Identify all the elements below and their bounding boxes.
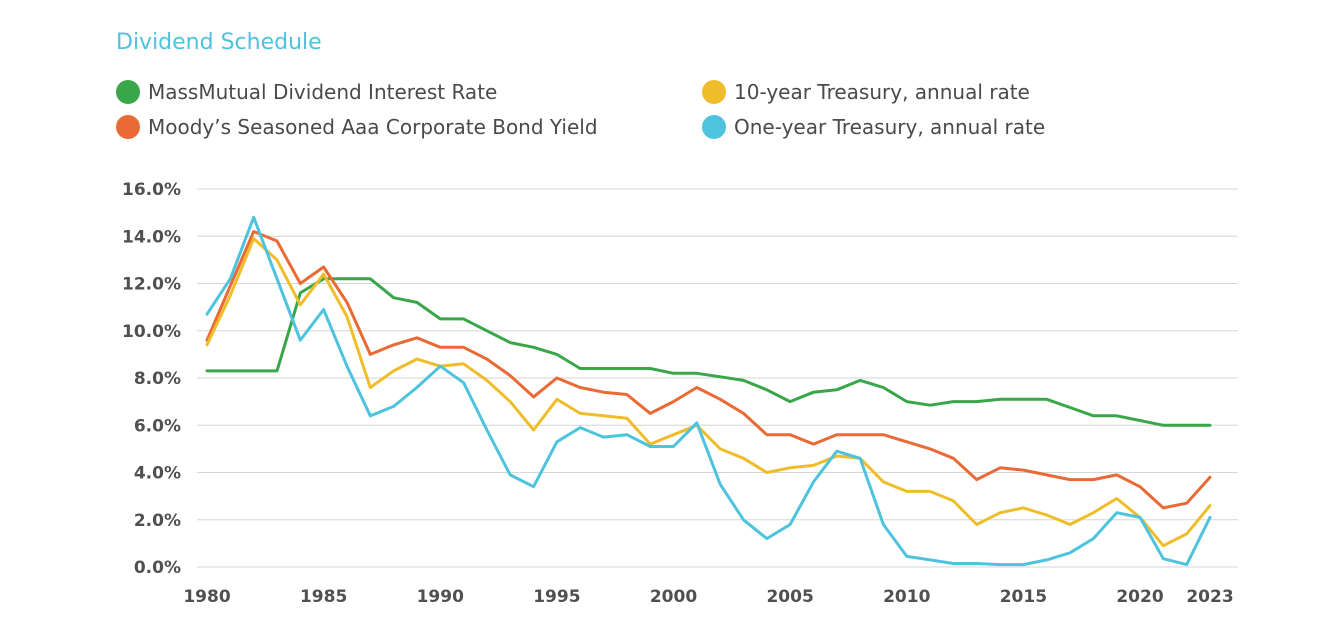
x-tick-label: 1995 <box>533 587 580 607</box>
legend-item-moodys: Moody’s Seasoned Aaa Corporate Bond Yiel… <box>116 115 598 139</box>
y-tick-label: 8.0% <box>134 369 181 389</box>
chart-title: Dividend Schedule <box>116 30 322 55</box>
y-tick-label: 2.0% <box>134 511 181 531</box>
x-tick-label: 2010 <box>883 587 930 607</box>
legend-swatch-green <box>116 80 140 104</box>
legend-item-10yr-treasury: 10-year Treasury, annual rate <box>702 80 1030 104</box>
legend-swatch-cyan <box>702 115 726 139</box>
x-tick-label: 2000 <box>650 587 697 607</box>
x-tick-label: 1990 <box>417 587 464 607</box>
y-tick-label: 14.0% <box>122 227 181 247</box>
x-tick-label: 2005 <box>766 587 813 607</box>
y-tick-label: 0.0% <box>134 558 181 578</box>
series-line-1 <box>205 230 1212 510</box>
legend-label: One-year Treasury, annual rate <box>734 115 1046 139</box>
y-tick-label: 16.0% <box>122 180 181 200</box>
legend-item-1yr-treasury: One-year Treasury, annual rate <box>702 115 1045 139</box>
legend-swatch-orange <box>116 115 140 139</box>
x-tick-label: 2015 <box>1000 587 1047 607</box>
legend-label: Moody’s Seasoned Aaa Corporate Bond Yiel… <box>148 115 598 139</box>
y-tick-label: 6.0% <box>134 416 181 436</box>
legend-item-massmutual: MassMutual Dividend Interest Rate <box>116 80 497 104</box>
legend-swatch-yellow <box>702 80 726 104</box>
legend-label: 10-year Treasury, annual rate <box>734 80 1030 104</box>
y-tick-label: 10.0% <box>122 322 181 342</box>
legend-label: MassMutual Dividend Interest Rate <box>148 80 498 104</box>
y-tick-label: 4.0% <box>134 464 181 484</box>
y-tick-label: 12.0% <box>122 275 181 295</box>
x-tick-label: 2020 <box>1116 587 1163 607</box>
series-line-0 <box>205 277 1212 427</box>
x-tick-label: 1980 <box>183 587 230 607</box>
series-line-3 <box>205 215 1212 567</box>
x-tick-label: 1985 <box>300 587 347 607</box>
series-line-2 <box>205 237 1212 548</box>
x-tick-label: 2023 <box>1186 587 1233 607</box>
